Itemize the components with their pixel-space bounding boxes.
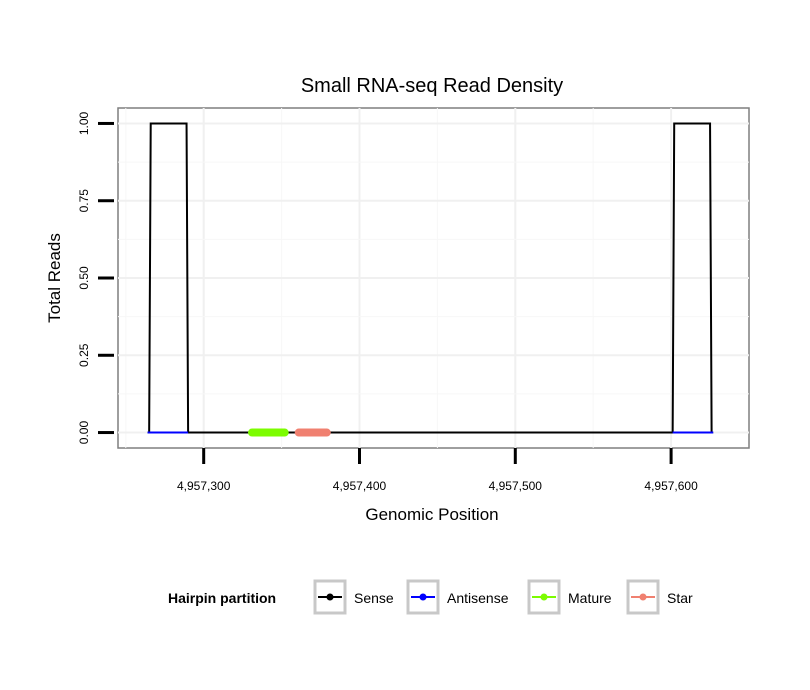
series-layer	[147, 122, 714, 437]
plot-panel	[117, 107, 750, 449]
y-tick-label: 0.00	[77, 421, 91, 445]
y-tick-label: 1.00	[77, 111, 91, 135]
legend-label: Antisense	[447, 590, 509, 606]
x-tick-label: 4,957,400	[333, 479, 387, 493]
y-tick-label: 0.25	[77, 343, 91, 367]
legend-key-point	[540, 593, 548, 601]
x-axis-title: Genomic Position	[365, 505, 498, 524]
legend-key-point	[639, 593, 647, 601]
legend-item-star: Star	[626, 579, 693, 615]
legend-label: Star	[667, 590, 693, 606]
legend-item-antisense: Antisense	[406, 579, 509, 615]
x-tick-label: 4,957,600	[644, 479, 698, 493]
x-tick-label: 4,957,300	[177, 479, 231, 493]
legend-label: Mature	[568, 590, 612, 606]
legend-item-sense: Sense	[313, 579, 394, 615]
legend-title: Hairpin partition	[168, 590, 276, 606]
x-axis: 4,957,300 4,957,400 4,957,500 4,957,600	[177, 448, 698, 493]
y-tick-label: 0.75	[77, 189, 91, 213]
y-axis-title: Total Reads	[45, 233, 64, 323]
legend-label: Sense	[354, 590, 394, 606]
legend-key-point	[326, 593, 334, 601]
y-tick-label: 0.50	[77, 266, 91, 290]
legend: Hairpin partition Sense Antisense Mature St…	[168, 579, 693, 615]
legend-key-point	[419, 593, 427, 601]
chart-title: Small RNA-seq Read Density	[301, 75, 563, 97]
y-axis: 0.00 0.25 0.50 0.75 1.00	[77, 111, 114, 444]
sense-line	[147, 122, 714, 434]
legend-item-mature: Mature	[527, 579, 612, 615]
x-tick-label: 4,957,500	[489, 479, 543, 493]
